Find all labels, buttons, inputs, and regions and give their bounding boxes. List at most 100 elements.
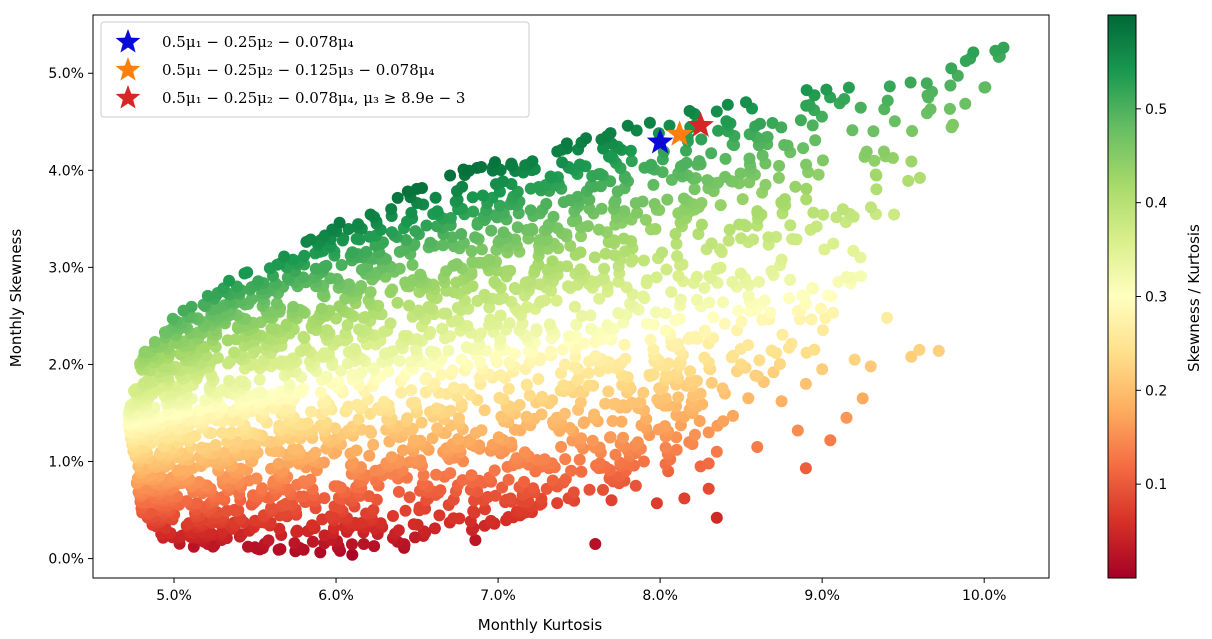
scatter-point	[364, 286, 377, 299]
colorbar-tick-label: 0.4	[1145, 196, 1167, 212]
scatter-point	[367, 504, 380, 516]
scatter-point	[615, 415, 628, 428]
scatter-point	[906, 125, 919, 137]
scatter-point	[677, 192, 690, 205]
scatter-point	[405, 206, 418, 219]
scatter-point	[148, 336, 161, 348]
scatter-point	[364, 208, 377, 221]
scatter-point	[848, 353, 861, 366]
scatter-point	[674, 293, 687, 306]
scatter-point	[660, 368, 673, 381]
scatter-point	[550, 294, 563, 307]
scatter-point	[221, 334, 234, 347]
scatter-point	[764, 306, 777, 319]
scatter-point	[659, 307, 672, 320]
scatter-point	[762, 231, 775, 244]
scatter-point	[726, 276, 739, 288]
scatter-point	[647, 368, 660, 381]
scatter-point	[650, 271, 663, 284]
scatter-point	[273, 522, 286, 535]
scatter-point	[619, 352, 632, 365]
scatter-point	[888, 208, 900, 221]
scatter-point	[784, 273, 797, 286]
scatter-point	[688, 183, 701, 196]
scatter-point	[840, 411, 853, 424]
scatter-point	[141, 374, 154, 387]
scatter-point	[291, 524, 304, 537]
scatter-point	[297, 382, 310, 395]
scatter-point	[401, 185, 414, 198]
scatter-point	[945, 62, 958, 75]
scatter-point	[216, 426, 229, 439]
scatter-point	[315, 302, 328, 315]
scatter-point	[274, 543, 287, 556]
scatter-point	[223, 374, 236, 387]
scatter-point	[609, 397, 622, 410]
scatter-point	[476, 189, 489, 202]
scatter-point	[565, 464, 578, 477]
scatter-point	[415, 416, 428, 429]
scatter-point	[242, 540, 254, 553]
scatter-point	[444, 169, 457, 182]
scatter-point	[444, 467, 457, 480]
scatter-point	[807, 206, 820, 219]
scatter-point	[604, 431, 617, 444]
scatter-point	[299, 341, 312, 354]
scatter-point	[367, 438, 380, 451]
scatter-point	[836, 203, 849, 216]
scatter-point	[521, 301, 533, 314]
scatter-point	[551, 497, 564, 510]
scatter-point	[475, 243, 488, 256]
scatter-point	[905, 350, 918, 363]
scatter-point	[493, 391, 506, 404]
scatter-point	[437, 239, 450, 252]
scatter-point	[209, 439, 222, 451]
scatter-point	[783, 292, 796, 305]
y-tick-label: 0.0%	[48, 552, 84, 568]
scatter-point	[567, 486, 580, 499]
scatter-point	[583, 483, 596, 496]
scatter-point	[185, 300, 198, 313]
scatter-point	[751, 205, 764, 218]
scatter-point	[556, 156, 569, 169]
scatter-point	[618, 205, 631, 218]
scatter-point	[387, 510, 399, 522]
scatter-point	[723, 223, 736, 236]
scatter-point	[760, 131, 773, 144]
scatter-point	[868, 154, 881, 167]
scatter-point	[497, 291, 510, 304]
scatter-point	[557, 379, 570, 392]
scatter-point	[431, 422, 444, 435]
scatter-point	[329, 422, 341, 435]
scatter-point	[245, 293, 258, 306]
scatter-point	[139, 345, 152, 358]
scatter-point	[509, 347, 521, 360]
legend-label-1: 0.5μ₁ − 0.25μ₂ − 0.078μ₄	[162, 33, 354, 51]
scatter-point	[705, 147, 718, 160]
scatter-point	[732, 304, 745, 317]
scatter-point	[574, 246, 587, 259]
scatter-point	[733, 218, 746, 231]
scatter-point	[287, 300, 300, 313]
scatter-point	[637, 386, 650, 399]
scatter-point	[827, 237, 840, 250]
scatter-point	[527, 482, 540, 495]
scatter-point	[586, 434, 599, 447]
scatter-point	[391, 296, 404, 309]
scatter-point	[800, 84, 813, 97]
scatter-point	[568, 360, 581, 373]
scatter-point	[631, 206, 644, 219]
scatter-point	[751, 441, 764, 453]
scatter-point	[273, 419, 286, 432]
scatter-point	[450, 258, 463, 271]
scatter-point	[647, 178, 660, 191]
scatter-point	[524, 182, 537, 195]
y-tick-label: 4.0%	[48, 163, 84, 179]
scatter-point	[191, 497, 204, 510]
scatter-point	[547, 210, 560, 223]
scatter-point	[318, 347, 331, 360]
scatter-point	[254, 386, 267, 399]
scatter-point	[407, 453, 420, 466]
scatter-point	[772, 171, 785, 184]
scatter-point	[662, 357, 675, 370]
